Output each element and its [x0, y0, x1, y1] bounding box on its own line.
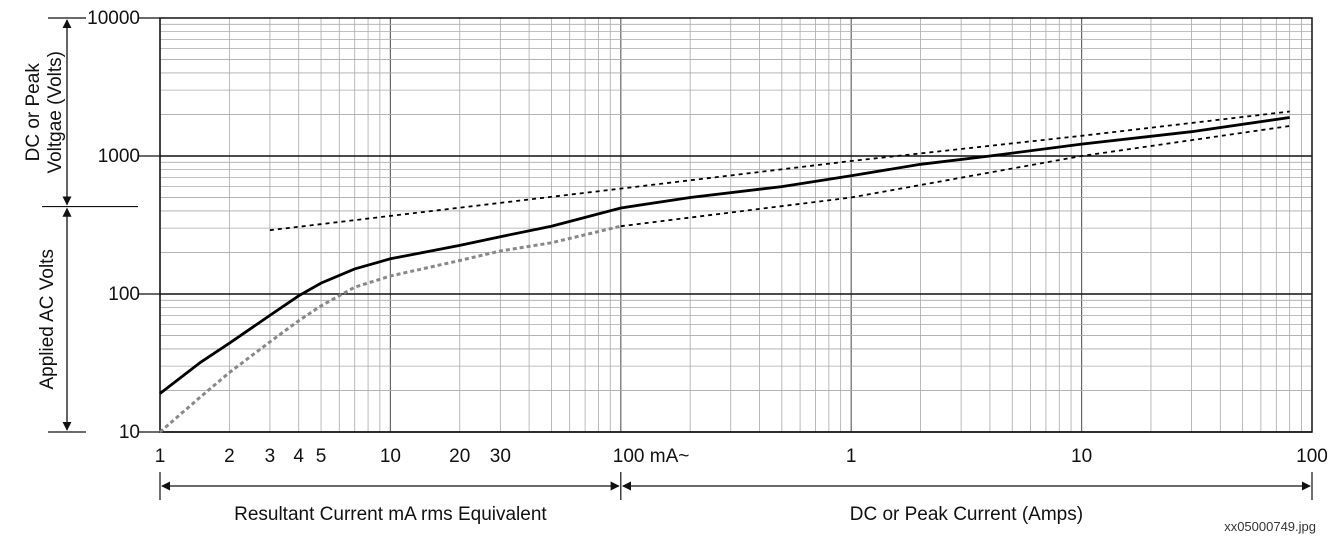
- x-tick-label: 30: [490, 446, 511, 467]
- x-band-label: Resultant Current mA rms Equivalent: [234, 504, 547, 525]
- series-lines: [159, 110, 1290, 434]
- x-tick-label: 1: [846, 446, 857, 467]
- y-band-label-group: Applied AC Volts: [37, 249, 58, 389]
- x-tick-label: 10: [1071, 446, 1092, 467]
- y-axis-bands: DC or Peak Voltgae (Volts) Applied AC Volt…: [23, 17, 138, 433]
- x-tick-label: 5: [316, 446, 327, 467]
- y-band-label: Voltgae (Volts): [45, 51, 66, 174]
- x-tick-label: 4: [293, 446, 304, 467]
- series-line-solid: [159, 116, 1290, 395]
- y-tick-label: 10000: [87, 8, 140, 29]
- x-tick-label: 20: [449, 446, 470, 467]
- y-band-label: Applied AC Volts: [37, 249, 58, 389]
- x-axis-ticks: 1 2 3 4 5 10 20 30 100 mA~ 1 10 100: [155, 446, 1328, 467]
- x-tick-label: 100 mA~: [613, 446, 690, 467]
- x-tick-label: 3: [265, 446, 276, 467]
- series-line-dashed: [620, 125, 1290, 228]
- y-band-label: DC or Peak: [23, 63, 44, 162]
- y-tick-label: 10: [119, 422, 140, 443]
- series-line-dotted-gray: [159, 224, 622, 434]
- x-tick-label: 100: [1296, 446, 1328, 467]
- x-band-label: DC or Peak Current (Amps): [850, 504, 1083, 525]
- y-tick-label: 100: [108, 284, 140, 305]
- x-tick-label: 1: [155, 446, 166, 467]
- series-line-dashed: [269, 110, 1290, 232]
- y-band-label-group: DC or Peak Voltgae (Volts): [23, 51, 66, 174]
- plot-frame: [159, 17, 1313, 433]
- x-tick-label: 2: [224, 446, 235, 467]
- x-tick-label: 10: [380, 446, 401, 467]
- image-filename: xx05000749.jpg: [1224, 519, 1316, 534]
- grid-lines: [159, 18, 1312, 433]
- y-tick-label: 1000: [98, 146, 140, 167]
- y-axis-ticks: 10 100 1000 10000: [87, 8, 160, 443]
- x-axis-bands: Resultant Current mA rms Equivalent DC or…: [159, 472, 1313, 525]
